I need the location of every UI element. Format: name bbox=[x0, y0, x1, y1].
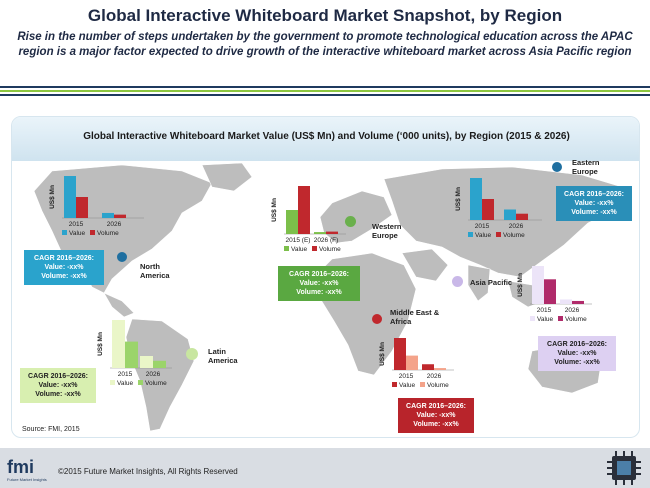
asia-pacific-marker bbox=[452, 276, 463, 287]
logo-subtext: Future Market Insights bbox=[7, 477, 47, 482]
western-europe-label: Western Europe bbox=[372, 222, 402, 240]
cagr-value: Value: -xx% bbox=[44, 264, 84, 271]
latin-america-cagr-box: CAGR 2016–2026: Value: -xx% Volume: -xx% bbox=[20, 368, 96, 403]
fmi-logo: fmi Future Market Insights bbox=[7, 457, 47, 482]
asia-pacific-label: Asia Pacific bbox=[470, 278, 513, 287]
cagr-value: Value: -xx% bbox=[557, 350, 597, 357]
panel-header: Global Interactive Whiteboard Market Val… bbox=[12, 117, 639, 161]
map-europe bbox=[319, 190, 393, 244]
cagr-volume: Volume: -xx% bbox=[413, 421, 459, 428]
decorative-stripes bbox=[0, 86, 650, 100]
cagr-value: Value: -xx% bbox=[299, 280, 339, 287]
mea-marker bbox=[372, 314, 382, 324]
cagr-title: CAGR 2016–2026: bbox=[564, 191, 624, 198]
cagr-title: CAGR 2016–2026: bbox=[34, 255, 94, 262]
cagr-value: Value: -xx% bbox=[416, 412, 456, 419]
eastern-europe-cagr-box: CAGR 2016–2026: Value: -xx% Volume: -xx% bbox=[556, 186, 632, 221]
cagr-title: CAGR 2016–2026: bbox=[547, 341, 607, 348]
north-america-label: North America bbox=[140, 262, 170, 280]
map-middle-east bbox=[401, 248, 449, 282]
eastern-europe-marker bbox=[552, 162, 562, 172]
page-subtitle: Rise in the number of steps undertaken b… bbox=[17, 31, 633, 58]
cagr-title: CAGR 2016–2026: bbox=[28, 373, 88, 380]
page-title: Global Interactive Whiteboard Market Sna… bbox=[87, 6, 563, 25]
cagr-volume: Volume: -xx% bbox=[554, 359, 600, 366]
latin-america-label: Latin America bbox=[208, 347, 238, 365]
cagr-volume: Volume: -xx% bbox=[41, 273, 87, 280]
mea-cagr-box: CAGR 2016–2026: Value: -xx% Volume: -xx% bbox=[398, 398, 474, 433]
cagr-volume: Volume: -xx% bbox=[35, 391, 81, 398]
asia-pacific-cagr-box: CAGR 2016–2026: Value: -xx% Volume: -xx% bbox=[538, 336, 616, 371]
chip-icon bbox=[607, 451, 641, 485]
map-india bbox=[467, 264, 491, 302]
map-central-america bbox=[103, 292, 135, 318]
cagr-volume: Volume: -xx% bbox=[296, 289, 342, 296]
cagr-volume: Volume: -xx% bbox=[571, 209, 617, 216]
north-america-marker bbox=[117, 252, 127, 262]
western-europe-marker bbox=[345, 216, 356, 227]
cagr-title: CAGR 2016–2026: bbox=[289, 271, 349, 278]
mea-label: Middle East & Africa bbox=[390, 308, 440, 326]
map-south-america bbox=[125, 318, 195, 432]
footer-bar: fmi Future Market Insights ©2015 Future … bbox=[0, 448, 650, 488]
source-note: Source: FMI, 2015 bbox=[22, 426, 80, 433]
panel-title: Global Interactive Whiteboard Market Val… bbox=[83, 131, 570, 142]
north-america-cagr-box: CAGR 2016–2026: Value: -xx% Volume: -xx% bbox=[24, 250, 104, 285]
logo-text: fmi bbox=[7, 457, 34, 477]
latin-america-marker bbox=[186, 348, 198, 360]
cagr-value: Value: -xx% bbox=[574, 200, 614, 207]
copyright-text: ©2015 Future Market Insights, All Rights… bbox=[58, 467, 238, 476]
western-europe-cagr-box: CAGR 2016–2026: Value: -xx% Volume: -xx% bbox=[278, 266, 360, 301]
eastern-europe-label: Eastern Europe bbox=[572, 158, 600, 176]
cagr-title: CAGR 2016–2026: bbox=[406, 403, 466, 410]
cagr-value: Value: -xx% bbox=[38, 382, 78, 389]
map-greenland bbox=[201, 162, 253, 192]
